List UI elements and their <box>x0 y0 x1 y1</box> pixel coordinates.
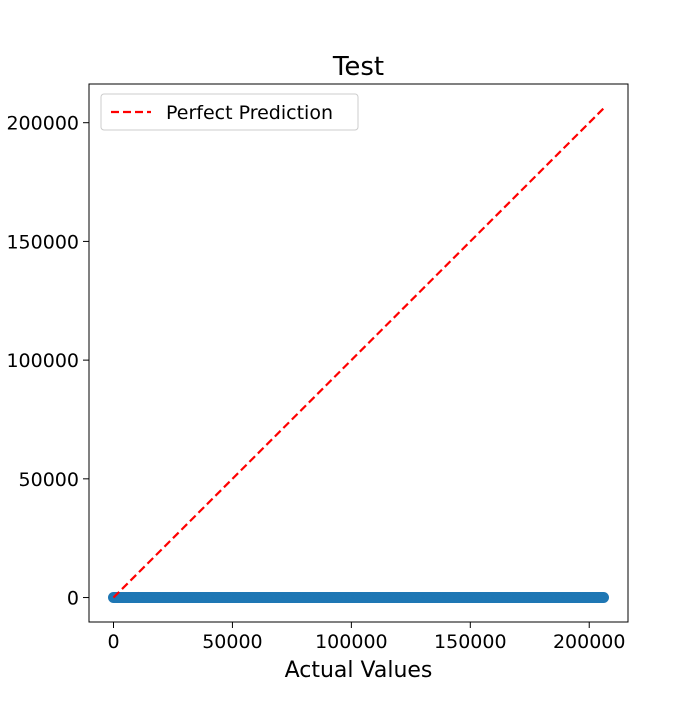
x-tick-label: 100000 <box>315 631 388 653</box>
y-tick-label: 150000 <box>6 231 79 253</box>
legend-box <box>100 93 359 131</box>
x-axis-label: Actual Values <box>285 658 433 683</box>
y-tick-label: 200000 <box>6 113 79 135</box>
x-tick-label: 200000 <box>553 631 626 653</box>
legend-label: Perfect Prediction <box>166 102 333 124</box>
axes: 0 50000 100000 150000 200000 0 50000 100000 1500… <box>6 83 629 653</box>
y-tick-label: 0 <box>67 588 79 610</box>
scatter-point <box>598 592 609 604</box>
plot-area <box>108 107 609 604</box>
chart-title: Test <box>332 52 384 82</box>
legend: Perfect Prediction <box>100 93 359 131</box>
x-tick-label: 50000 <box>202 631 262 653</box>
axes-frame <box>88 83 629 623</box>
y-tick-label: 50000 <box>19 469 79 491</box>
perfect-prediction-line <box>112 107 605 599</box>
x-tick-label: 0 <box>107 631 119 653</box>
x-tick-label: 150000 <box>434 631 507 653</box>
scatter-points <box>108 592 609 604</box>
y-tick-label: 100000 <box>6 350 79 372</box>
